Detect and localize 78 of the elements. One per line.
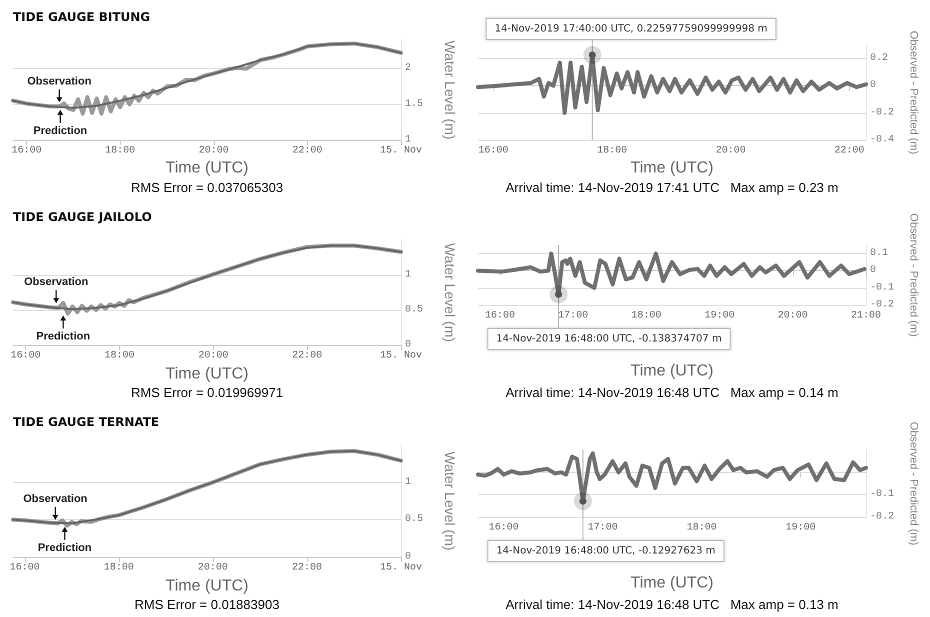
y-tick-label: 0.2	[870, 53, 888, 64]
y-tick-label: -0.2	[870, 107, 894, 118]
y-tick-label: 0.5	[405, 304, 424, 316]
x-tick-label: 18:00	[631, 310, 662, 322]
y-axis-title: Observed - Predicted (m)	[908, 30, 920, 154]
y-tick-label: -0.2	[870, 300, 894, 310]
x-tick-label: 22:00	[292, 146, 322, 156]
y-tick-label: -0.4	[870, 134, 894, 146]
y-tick-label: 0.1	[870, 248, 888, 260]
y-tick-label: 1	[405, 270, 412, 280]
y-tick-label: 0.5	[405, 514, 424, 526]
x-tick-label: 16:00	[12, 146, 42, 156]
x-axis-title: Time (UTC)	[630, 160, 714, 176]
y-tick-label: 2	[405, 63, 412, 74]
x-tick-label: 22:00	[834, 146, 864, 156]
text: RMS Error = 0.019969971	[130, 385, 284, 400]
text: Arrival time: 14-Nov-2019 16:48 UTC Max amp = 0.13 m	[506, 597, 838, 612]
y-tick-label: 0	[405, 340, 412, 350]
y-tick-label: 0	[870, 265, 876, 276]
text: RMS Error = 0.037065303	[130, 180, 284, 195]
x-tick-label: 20:00	[716, 146, 746, 156]
x-tick-label: 18:00	[105, 146, 136, 156]
x-tick-label: 18:00	[597, 146, 628, 156]
y-axis-title: Water Level (m)	[442, 40, 458, 140]
text: Arrival time: 14-Nov-2019 17:41 UTC Max amp = 0.23 m	[506, 180, 838, 195]
x-tick-label: 22:00	[292, 350, 322, 362]
x-tick-label: 21:00	[850, 310, 882, 322]
y-tick-label: 1	[405, 476, 412, 488]
annotation: 14-Nov-2019 17:40:00 UTC, 0.22597759099999998 m	[494, 24, 768, 35]
y-axis-title: Water Level (m)	[442, 242, 458, 342]
x-tick-label: 20:00	[198, 146, 229, 156]
x-axis-title: Time (UTC)	[630, 362, 714, 380]
x-tick-label: 15. Nov	[380, 562, 422, 574]
x-axis-title: Time (UTC)	[166, 365, 248, 382]
x-tick-label: 16:00	[488, 522, 519, 534]
chart-title: TIDE GAUGE TERNATE	[13, 415, 160, 429]
annotation: Observation	[23, 492, 88, 505]
x-tick-label: 20:00	[198, 562, 228, 574]
y-axis-title: Water Level (m)	[442, 451, 458, 551]
annotation: Prediction	[36, 330, 90, 342]
annotation: 14-Nov-2019 16:48:00 UTC, -0.138374707 m	[496, 334, 722, 344]
x-tick-label: 16:00	[10, 350, 41, 362]
x-tick-label: 18:00	[686, 522, 717, 534]
annotation: 14-Nov-2019 16:48:00 UTC, -0.12927623 m	[496, 546, 716, 556]
chart-title: TIDE GAUGE JAILOLO	[13, 210, 152, 224]
y-tick-label: 1.5	[405, 98, 424, 110]
x-axis-title: Time (UTC)	[166, 160, 248, 176]
chart-title: TIDE GAUGE BITUNG	[13, 10, 150, 24]
annotation: Observation	[27, 75, 92, 88]
y-tick-label: 1	[405, 134, 412, 146]
x-tick-label: 16:00	[484, 310, 515, 322]
y-tick-label: -0.2	[870, 512, 894, 522]
annotation: Prediction	[33, 124, 88, 137]
x-axis-title: Time (UTC)	[630, 574, 714, 592]
x-tick-label: 17:00	[588, 522, 618, 534]
annotation: Prediction	[38, 542, 92, 554]
text: Arrival time: 14-Nov-2019 16:48 UTC Max amp = 0.14 m	[506, 385, 838, 400]
x-tick-label: 15. Nov	[380, 350, 422, 362]
y-tick-label: -0.1	[870, 489, 894, 500]
x-tick-label: 17:00	[558, 310, 588, 322]
y-tick-label: 0	[405, 552, 412, 562]
y-tick-label: 0	[870, 80, 876, 92]
y-axis-title: Observed - Predicted (m)	[908, 422, 920, 546]
x-axis-title: Time (UTC)	[166, 577, 248, 594]
annotation: Observation	[24, 276, 89, 288]
x-tick-label: 18:00	[104, 562, 134, 574]
y-tick-label: -0.1	[870, 282, 894, 294]
x-tick-label: 16:00	[10, 562, 40, 574]
text: RMS Error = 0.01883903	[134, 597, 280, 612]
x-tick-label: 20:00	[198, 350, 228, 362]
x-tick-label: 19:00	[704, 310, 735, 322]
x-tick-label: 20:00	[778, 310, 808, 322]
x-tick-label: 16:00	[478, 146, 508, 156]
x-tick-label: 18:00	[104, 350, 135, 362]
x-tick-label: 15. Nov	[380, 146, 422, 156]
x-tick-label: 19:00	[786, 522, 816, 534]
x-tick-label: 22:00	[292, 562, 322, 574]
y-axis-title: Observed - Predicted (m)	[908, 213, 920, 337]
